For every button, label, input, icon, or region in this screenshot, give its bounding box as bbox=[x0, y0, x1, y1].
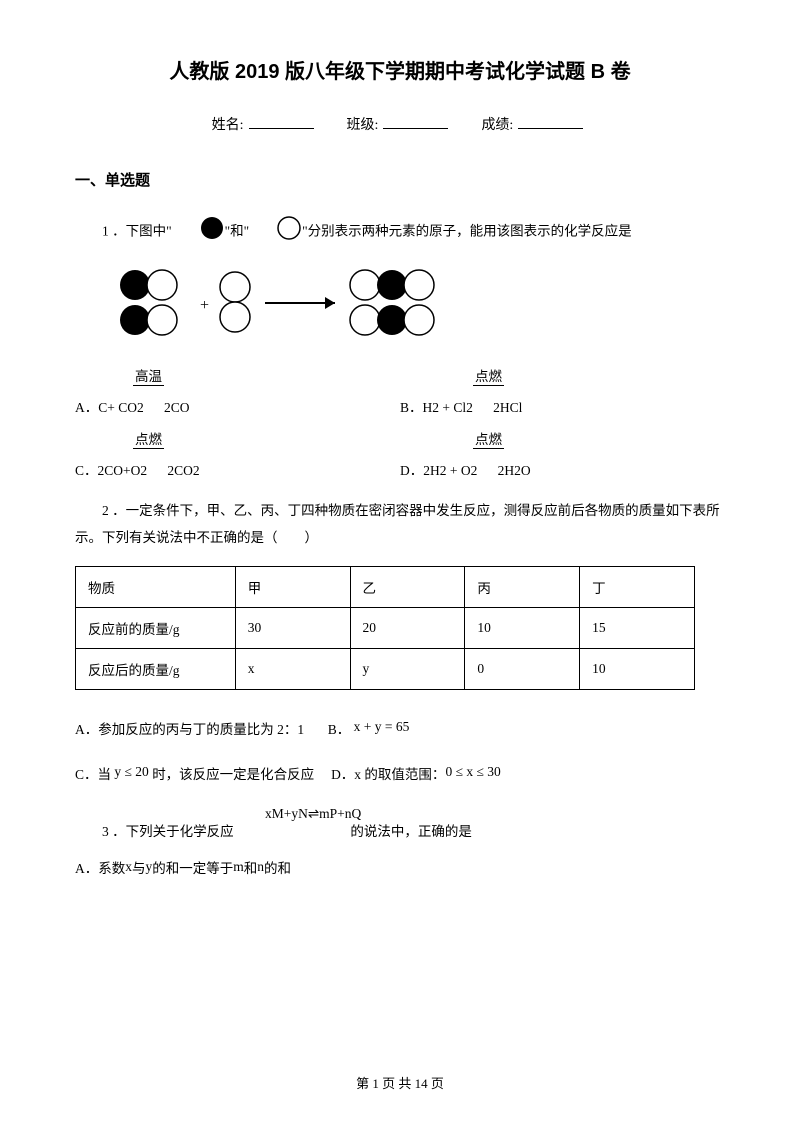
row1-yi: 20 bbox=[350, 608, 465, 649]
q3-equation: xM+yN⇌mP+nQ bbox=[265, 806, 361, 822]
opt-a-text: A．C+ CO2 bbox=[75, 400, 144, 415]
opt-c-text: C．2CO+O2 bbox=[75, 463, 147, 478]
q2-opt-c-eq: y ≤ 20 bbox=[114, 764, 148, 779]
question-1: 1 ．下图中" "和" "分别表示两种元素的原子，能用该图表示的化学反应是 bbox=[75, 215, 725, 250]
svg-text:+: + bbox=[200, 297, 209, 314]
q2-opt-d-eq: 0 ≤ x ≤ 30 bbox=[445, 764, 500, 779]
class-blank bbox=[383, 128, 448, 129]
q2-table: 物质 甲 乙 丙 丁 反应前的质量/g 30 20 10 15 反应后的质量/g… bbox=[75, 566, 695, 690]
row2-bing: 0 bbox=[465, 649, 580, 690]
opt-b-prod: 2HCl bbox=[493, 400, 522, 415]
reaction-diagram: + bbox=[115, 265, 725, 350]
q3a-m: m bbox=[233, 859, 244, 874]
student-info: 姓名: 班级: 成绩: bbox=[75, 114, 725, 134]
row2-yi: y bbox=[350, 649, 465, 690]
table-row: 物质 甲 乙 丙 丁 bbox=[76, 567, 695, 608]
q2-opt-b-prefix: B． bbox=[328, 722, 351, 737]
q3a-n: n bbox=[257, 859, 264, 874]
row1-label: 反应前的质量/g bbox=[76, 608, 236, 649]
question-3: 3 ．下列关于化学反应 的说法中，正确的是 bbox=[75, 818, 725, 845]
q3-prefix: 3 ．下列关于化学反应 bbox=[102, 824, 234, 839]
q2-options-cd: C．当 y ≤ 20 时，该反应一定是化合反应 D．x 的取值范围：0 ≤ x … bbox=[75, 760, 725, 787]
q1-prefix: 1 ．下图中" bbox=[102, 224, 172, 239]
row2-label: 反应后的质量/g bbox=[76, 649, 236, 690]
q3a-p2: 与 bbox=[132, 861, 146, 876]
q1-cond-row2: 点燃 点燃 bbox=[75, 428, 725, 449]
row1-bing: 10 bbox=[465, 608, 580, 649]
score-blank bbox=[518, 128, 583, 129]
white-atom-icon bbox=[249, 215, 302, 250]
opt-a-prod: 2CO bbox=[164, 400, 190, 415]
cond-ignite-c: 点燃 bbox=[133, 428, 164, 449]
question-2: 2 ．一定条件下，甲、乙、丙、丁四种物质在密闭容器中发生反应，测得反应前后各物质… bbox=[75, 497, 725, 551]
q2-opt-b-eq: x + y = 65 bbox=[354, 719, 410, 734]
opt-b-text: B．H2 + Cl2 bbox=[400, 400, 473, 415]
th-bing: 丙 bbox=[465, 567, 580, 608]
q3a-p5: 的和 bbox=[264, 861, 291, 876]
name-blank bbox=[249, 128, 314, 129]
q3-suffix: 的说法中，正确的是 bbox=[350, 824, 472, 839]
q2-text: 2 ．一定条件下，甲、乙、丙、丁四种物质在密闭容器中发生反应，测得反应前后各物质… bbox=[75, 497, 725, 551]
cond-high-temp: 高温 bbox=[133, 365, 164, 386]
table-row: 反应后的质量/g x y 0 10 bbox=[76, 649, 695, 690]
q1-cond-row1: 高温 点燃 bbox=[75, 365, 725, 386]
q1-suffix: "分别表示两种元素的原子，能用该图表示的化学反应是 bbox=[302, 224, 632, 239]
th-jia: 甲 bbox=[235, 567, 350, 608]
cond-ignite-b: 点燃 bbox=[473, 365, 504, 386]
q2-opt-d-prefix: D．x 的取值范围： bbox=[331, 767, 445, 782]
class-label: 班级: bbox=[347, 118, 379, 133]
q2-opt-c-prefix: C．当 bbox=[75, 767, 114, 782]
th-substance: 物质 bbox=[76, 567, 236, 608]
row2-ding: 10 bbox=[580, 649, 695, 690]
opt-d-prod: 2H2O bbox=[498, 463, 531, 478]
q3a-p3: 的和一定等于 bbox=[152, 861, 233, 876]
q1-options-row2: C．2CO+O2 2CO2 D．2H2 + O2 2H2O bbox=[75, 459, 725, 479]
q3a-x: x bbox=[125, 859, 132, 874]
q2-opt-a: A．参加反应的丙与丁的质量比为 2：1 bbox=[75, 722, 304, 737]
q3a-p1: A．系数 bbox=[75, 861, 125, 876]
row1-ding: 15 bbox=[580, 608, 695, 649]
page-footer: 第 1 页 共 14 页 bbox=[0, 1073, 800, 1092]
section-1-heading: 一、单选题 bbox=[75, 169, 725, 190]
q2-options-ab: A．参加反应的丙与丁的质量比为 2：1 B． x + y = 65 bbox=[75, 715, 725, 742]
black-atom-icon bbox=[172, 215, 225, 250]
row2-jia: x bbox=[235, 649, 350, 690]
q1-mid: "和" bbox=[225, 224, 250, 239]
q1-options-row1: A．C+ CO2 2CO B．H2 + Cl2 2HCl bbox=[75, 396, 725, 416]
table-row: 反应前的质量/g 30 20 10 15 bbox=[76, 608, 695, 649]
cond-ignite-d: 点燃 bbox=[473, 428, 504, 449]
opt-c-prod: 2CO2 bbox=[167, 463, 199, 478]
score-label: 成绩: bbox=[481, 118, 513, 133]
q3-opt-a: A．系数x与y的和一定等于m和n的和 bbox=[75, 855, 725, 881]
row1-jia: 30 bbox=[235, 608, 350, 649]
q2-opt-c-suffix: 时，该反应一定是化合反应 bbox=[149, 767, 314, 782]
opt-d-text: D．2H2 + O2 bbox=[400, 463, 477, 478]
th-ding: 丁 bbox=[580, 567, 695, 608]
th-yi: 乙 bbox=[350, 567, 465, 608]
exam-title: 人教版 2019 版八年级下学期期中考试化学试题 B 卷 bbox=[75, 55, 725, 84]
q3a-p4: 和 bbox=[244, 861, 258, 876]
name-label: 姓名: bbox=[212, 118, 244, 133]
